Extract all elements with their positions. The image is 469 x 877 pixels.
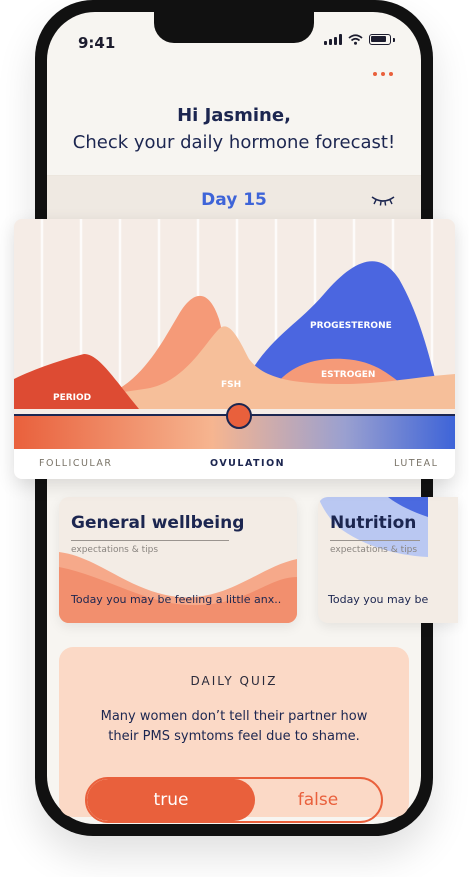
day-slider-handle[interactable]	[226, 403, 252, 429]
base-wave	[14, 326, 455, 409]
closed-eye-icon[interactable]	[371, 194, 395, 206]
period-wave	[14, 354, 139, 409]
quiz-title: DAILY QUIZ	[190, 674, 278, 688]
phase-ovulation: OVULATION	[210, 458, 286, 469]
false-button[interactable]: false	[297, 790, 339, 810]
greeting-title: Hi Jasmine,	[177, 105, 291, 126]
progesterone-label: PROGESTERONE	[310, 321, 392, 331]
card-nutrition[interactable]: Nutrition expectations & tips Today you …	[318, 497, 458, 623]
card-text: Today you may be	[328, 593, 429, 606]
card-general-wellbeing[interactable]: General wellbeing expectations & tips To…	[59, 497, 297, 623]
status-icons	[324, 34, 395, 45]
card-divider	[71, 540, 229, 541]
daily-quiz-card: DAILY QUIZ Many women don’t tell their p…	[59, 647, 409, 823]
card-subtitle: expectations & tips	[71, 545, 159, 555]
greeting-subtitle: Check your daily hormone forecast!	[72, 132, 396, 153]
true-false-toggle[interactable]: true false	[85, 777, 383, 823]
card-divider	[330, 540, 420, 541]
signal-icon	[324, 34, 342, 45]
card-wave	[318, 497, 428, 557]
fsh-label: FSH	[221, 380, 241, 390]
battery-icon	[369, 34, 391, 45]
phase-follicular: FOLLICULAR	[39, 458, 113, 469]
card-title: General wellbeing	[71, 513, 245, 533]
card-subtitle: expectations & tips	[330, 545, 418, 555]
progesterone-wave	[239, 261, 439, 394]
period-label: PERIOD	[53, 393, 91, 403]
phase-labels: FOLLICULAR OVULATION LUTEAL	[14, 449, 455, 479]
more-options-icon[interactable]	[373, 72, 393, 76]
notch	[154, 12, 314, 43]
card-title: Nutrition	[330, 513, 417, 533]
hormone-chart: PERIOD FSH PROGESTERONE ESTROGEN	[14, 219, 455, 449]
hormone-chart-card: PERIOD FSH PROGESTERONE ESTROGEN FOLLICU…	[14, 219, 455, 479]
quiz-question: Many women don’t tell their partner how …	[100, 709, 368, 744]
estrogen-label: ESTROGEN	[321, 370, 375, 380]
card-text: Today you may be feeling a little anx..	[71, 593, 282, 606]
wifi-icon	[348, 34, 363, 45]
day-label: Day 15	[201, 190, 267, 210]
battery-tip	[393, 37, 395, 42]
status-time: 9:41	[78, 34, 116, 52]
card-wave	[59, 552, 297, 623]
phase-luteal: LUTEAL	[394, 458, 439, 469]
true-button[interactable]: true	[87, 779, 255, 821]
